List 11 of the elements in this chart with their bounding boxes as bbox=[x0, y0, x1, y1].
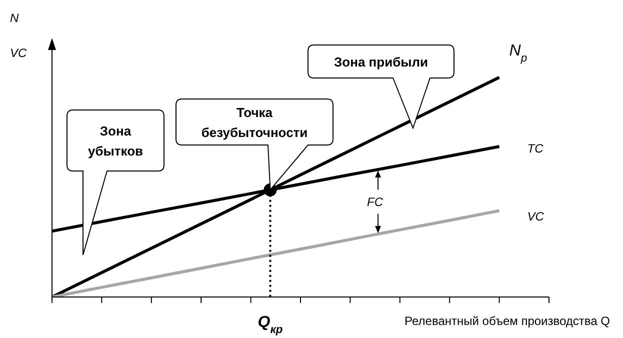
text: VC bbox=[527, 210, 544, 224]
x-axis-title: Релевантный объем производства Q bbox=[404, 314, 610, 328]
annotation: Зона убытков bbox=[88, 124, 144, 158]
annotation: Точка безубыточности bbox=[201, 105, 308, 140]
text: TC bbox=[527, 142, 544, 156]
series-label: N$_{р}$ bbox=[509, 42, 528, 64]
text: Зона прибыли bbox=[334, 54, 428, 70]
text: VC bbox=[10, 46, 28, 60]
text: Q$_{кр}$ bbox=[258, 314, 283, 336]
annotation: FC bbox=[367, 194, 384, 209]
text: N bbox=[10, 11, 19, 25]
